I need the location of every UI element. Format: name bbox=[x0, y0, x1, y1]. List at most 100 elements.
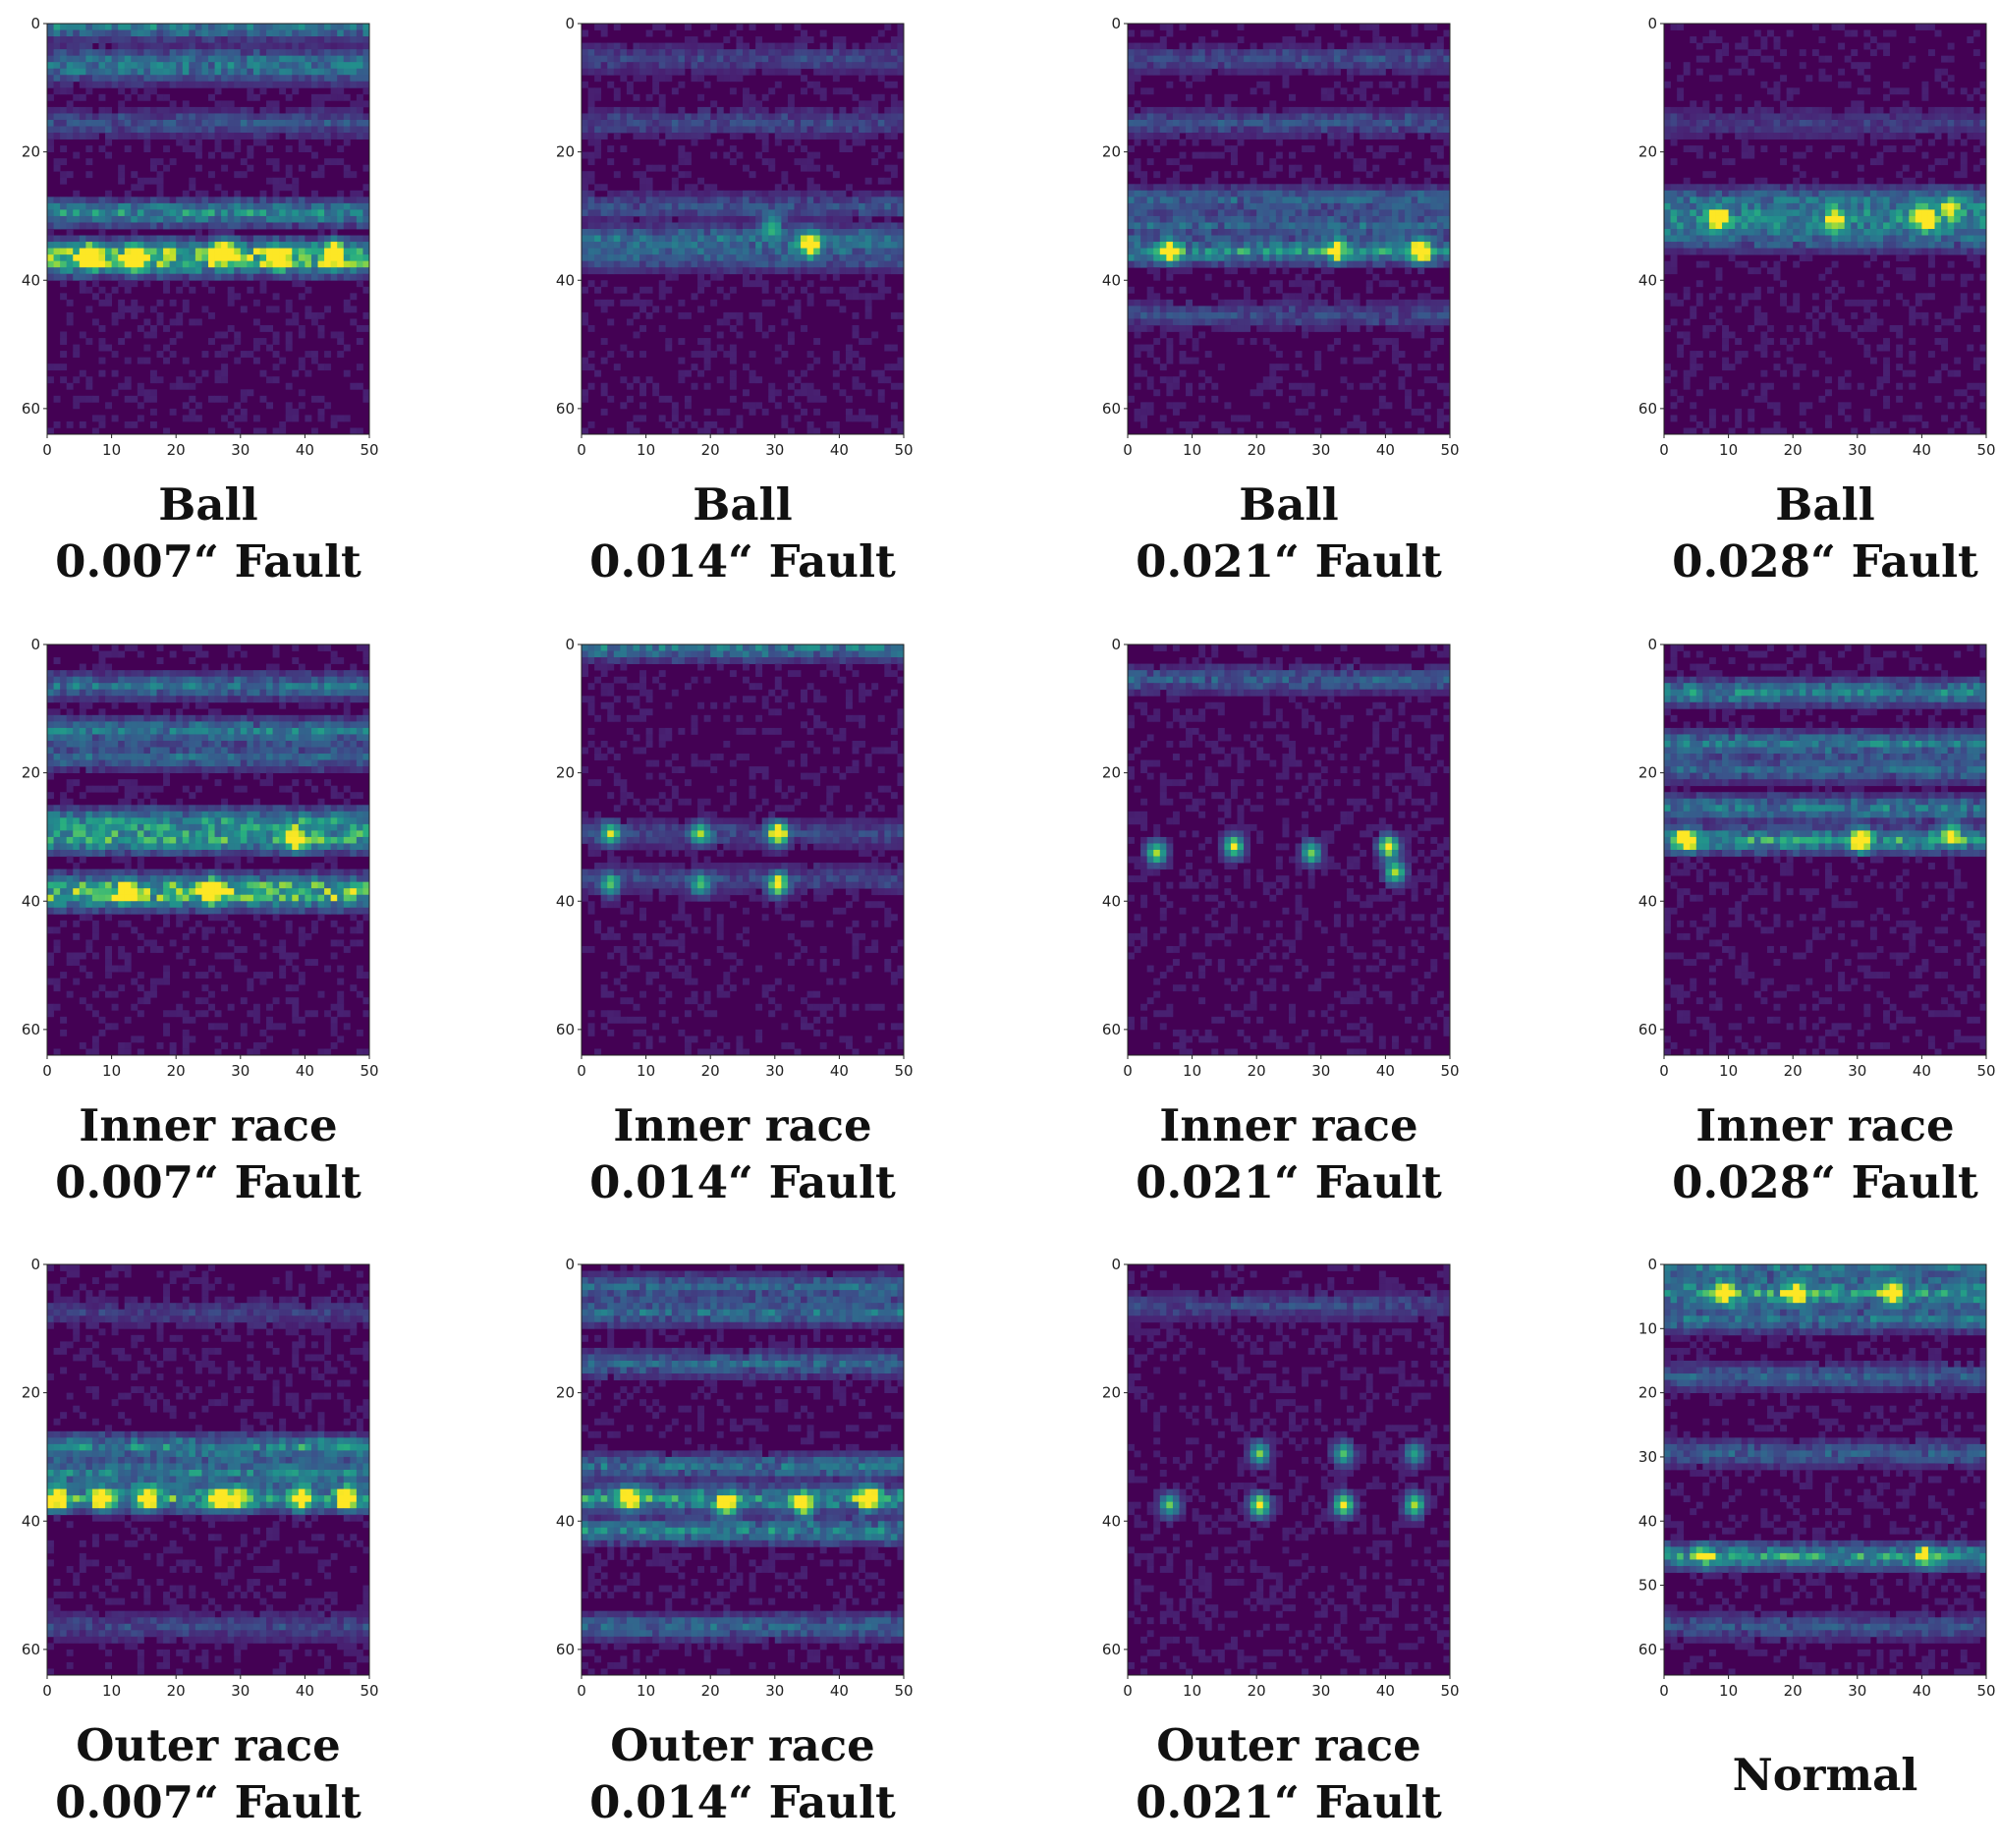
heatmap-cell bbox=[60, 75, 67, 82]
heatmap-cell bbox=[813, 261, 820, 268]
heatmap-cell bbox=[234, 120, 241, 127]
heatmap-cell bbox=[736, 236, 743, 243]
heatmap-cell bbox=[170, 209, 177, 216]
heatmap-cell bbox=[259, 370, 266, 377]
heatmap-cell bbox=[292, 133, 299, 140]
heatmap-cell bbox=[652, 229, 659, 236]
heatmap-cell bbox=[1296, 261, 1303, 268]
heatmap-cell bbox=[170, 107, 177, 114]
heatmap-cell bbox=[871, 120, 878, 127]
heatmap-cell bbox=[1153, 242, 1160, 249]
heatmap-cell bbox=[736, 261, 743, 268]
heatmap-cell bbox=[594, 107, 601, 114]
heatmap-cell bbox=[208, 312, 215, 319]
heatmap-cell bbox=[201, 107, 208, 114]
heatmap-cell bbox=[208, 69, 215, 76]
heatmap-cell bbox=[1327, 133, 1334, 140]
heatmap-cell bbox=[1392, 62, 1399, 69]
heatmap-cell bbox=[614, 43, 621, 50]
heatmap-cell bbox=[1166, 113, 1173, 120]
heatmap-cell bbox=[215, 249, 222, 255]
heatmap-cell bbox=[47, 30, 54, 37]
heatmap-cell bbox=[1372, 30, 1379, 37]
heatmap-cell bbox=[92, 216, 99, 223]
heatmap-cell bbox=[762, 229, 769, 236]
heatmap-cell bbox=[665, 203, 672, 210]
heatmap-cell bbox=[839, 249, 846, 255]
heatmap-cell bbox=[781, 267, 788, 274]
y-tick-label: 0 bbox=[30, 15, 40, 32]
heatmap-cell bbox=[1412, 216, 1418, 223]
heatmap-cell bbox=[1302, 56, 1308, 63]
heatmap-cell bbox=[357, 249, 363, 255]
heatmap-cell bbox=[717, 43, 724, 50]
heatmap-cell bbox=[859, 415, 865, 421]
heatmap-cell bbox=[183, 222, 190, 229]
heatmap-cell bbox=[652, 75, 659, 82]
heatmap-cell bbox=[1231, 49, 1238, 56]
heatmap-cell bbox=[633, 62, 639, 69]
heatmap-cell bbox=[215, 203, 222, 210]
heatmap-cell bbox=[1250, 133, 1257, 140]
heatmap-cell bbox=[794, 312, 801, 319]
heatmap-cell bbox=[717, 69, 724, 76]
heatmap-cell bbox=[607, 396, 614, 403]
heatmap-cell bbox=[1289, 127, 1296, 134]
heatmap-cell bbox=[588, 209, 595, 216]
heatmap-cell bbox=[750, 107, 756, 114]
heatmap-cell bbox=[266, 30, 273, 37]
heatmap-cell bbox=[1135, 306, 1141, 312]
heatmap-cell bbox=[1430, 261, 1437, 268]
heatmap-cell bbox=[1340, 222, 1347, 229]
heatmap-cell bbox=[1405, 300, 1412, 307]
heatmap-cell bbox=[1417, 120, 1424, 127]
heatmap-cell bbox=[1160, 140, 1167, 146]
heatmap-cell bbox=[1392, 36, 1399, 43]
heatmap-cell bbox=[1128, 306, 1135, 312]
heatmap-cell bbox=[1153, 120, 1160, 127]
heatmap-cell bbox=[1399, 62, 1406, 69]
heatmap-cell bbox=[685, 203, 692, 210]
heatmap-cell bbox=[1282, 242, 1289, 249]
heatmap-cell bbox=[1238, 254, 1245, 261]
heatmap-cell bbox=[820, 49, 827, 56]
heatmap-cell bbox=[1412, 100, 1418, 107]
heatmap-cell bbox=[1224, 107, 1231, 114]
heatmap-cell bbox=[891, 36, 898, 43]
heatmap-cell bbox=[1147, 133, 1154, 140]
heatmap-cell bbox=[266, 274, 273, 281]
heatmap-cell bbox=[692, 49, 698, 56]
heatmap-cell bbox=[1289, 300, 1296, 307]
heatmap-cell bbox=[221, 191, 228, 197]
heatmap-cell bbox=[247, 36, 253, 43]
heatmap-cell bbox=[228, 242, 235, 249]
heatmap-cell bbox=[292, 254, 299, 261]
heatmap-cell bbox=[131, 56, 138, 63]
heatmap-cell bbox=[1238, 49, 1245, 56]
heatmap-cell bbox=[1282, 56, 1289, 63]
heatmap-cell bbox=[775, 127, 782, 134]
heatmap-cell bbox=[60, 364, 67, 370]
heatmap-cell bbox=[1276, 184, 1283, 191]
heatmap-cell bbox=[1135, 49, 1141, 56]
heatmap-cell bbox=[189, 107, 195, 114]
heatmap-cell bbox=[305, 196, 311, 203]
heatmap-cell bbox=[60, 236, 67, 243]
heatmap-cell bbox=[157, 274, 164, 281]
heatmap-cell bbox=[1417, 300, 1424, 307]
heatmap-cell bbox=[1140, 203, 1147, 210]
heatmap-cell bbox=[736, 421, 743, 428]
heatmap-cell bbox=[853, 107, 860, 114]
heatmap-cell bbox=[1193, 184, 1199, 191]
heatmap-cell bbox=[362, 236, 369, 243]
heatmap-cell bbox=[1160, 107, 1167, 114]
heatmap-cell bbox=[1276, 133, 1283, 140]
heatmap-cell bbox=[259, 216, 266, 223]
heatmap-cell bbox=[215, 140, 222, 146]
heatmap-cell bbox=[743, 113, 750, 120]
heatmap-cell bbox=[627, 396, 634, 403]
heatmap-cell bbox=[807, 249, 814, 255]
heatmap-cell bbox=[891, 229, 898, 236]
heatmap-cell bbox=[1193, 209, 1199, 216]
heatmap-cell bbox=[1211, 229, 1218, 236]
